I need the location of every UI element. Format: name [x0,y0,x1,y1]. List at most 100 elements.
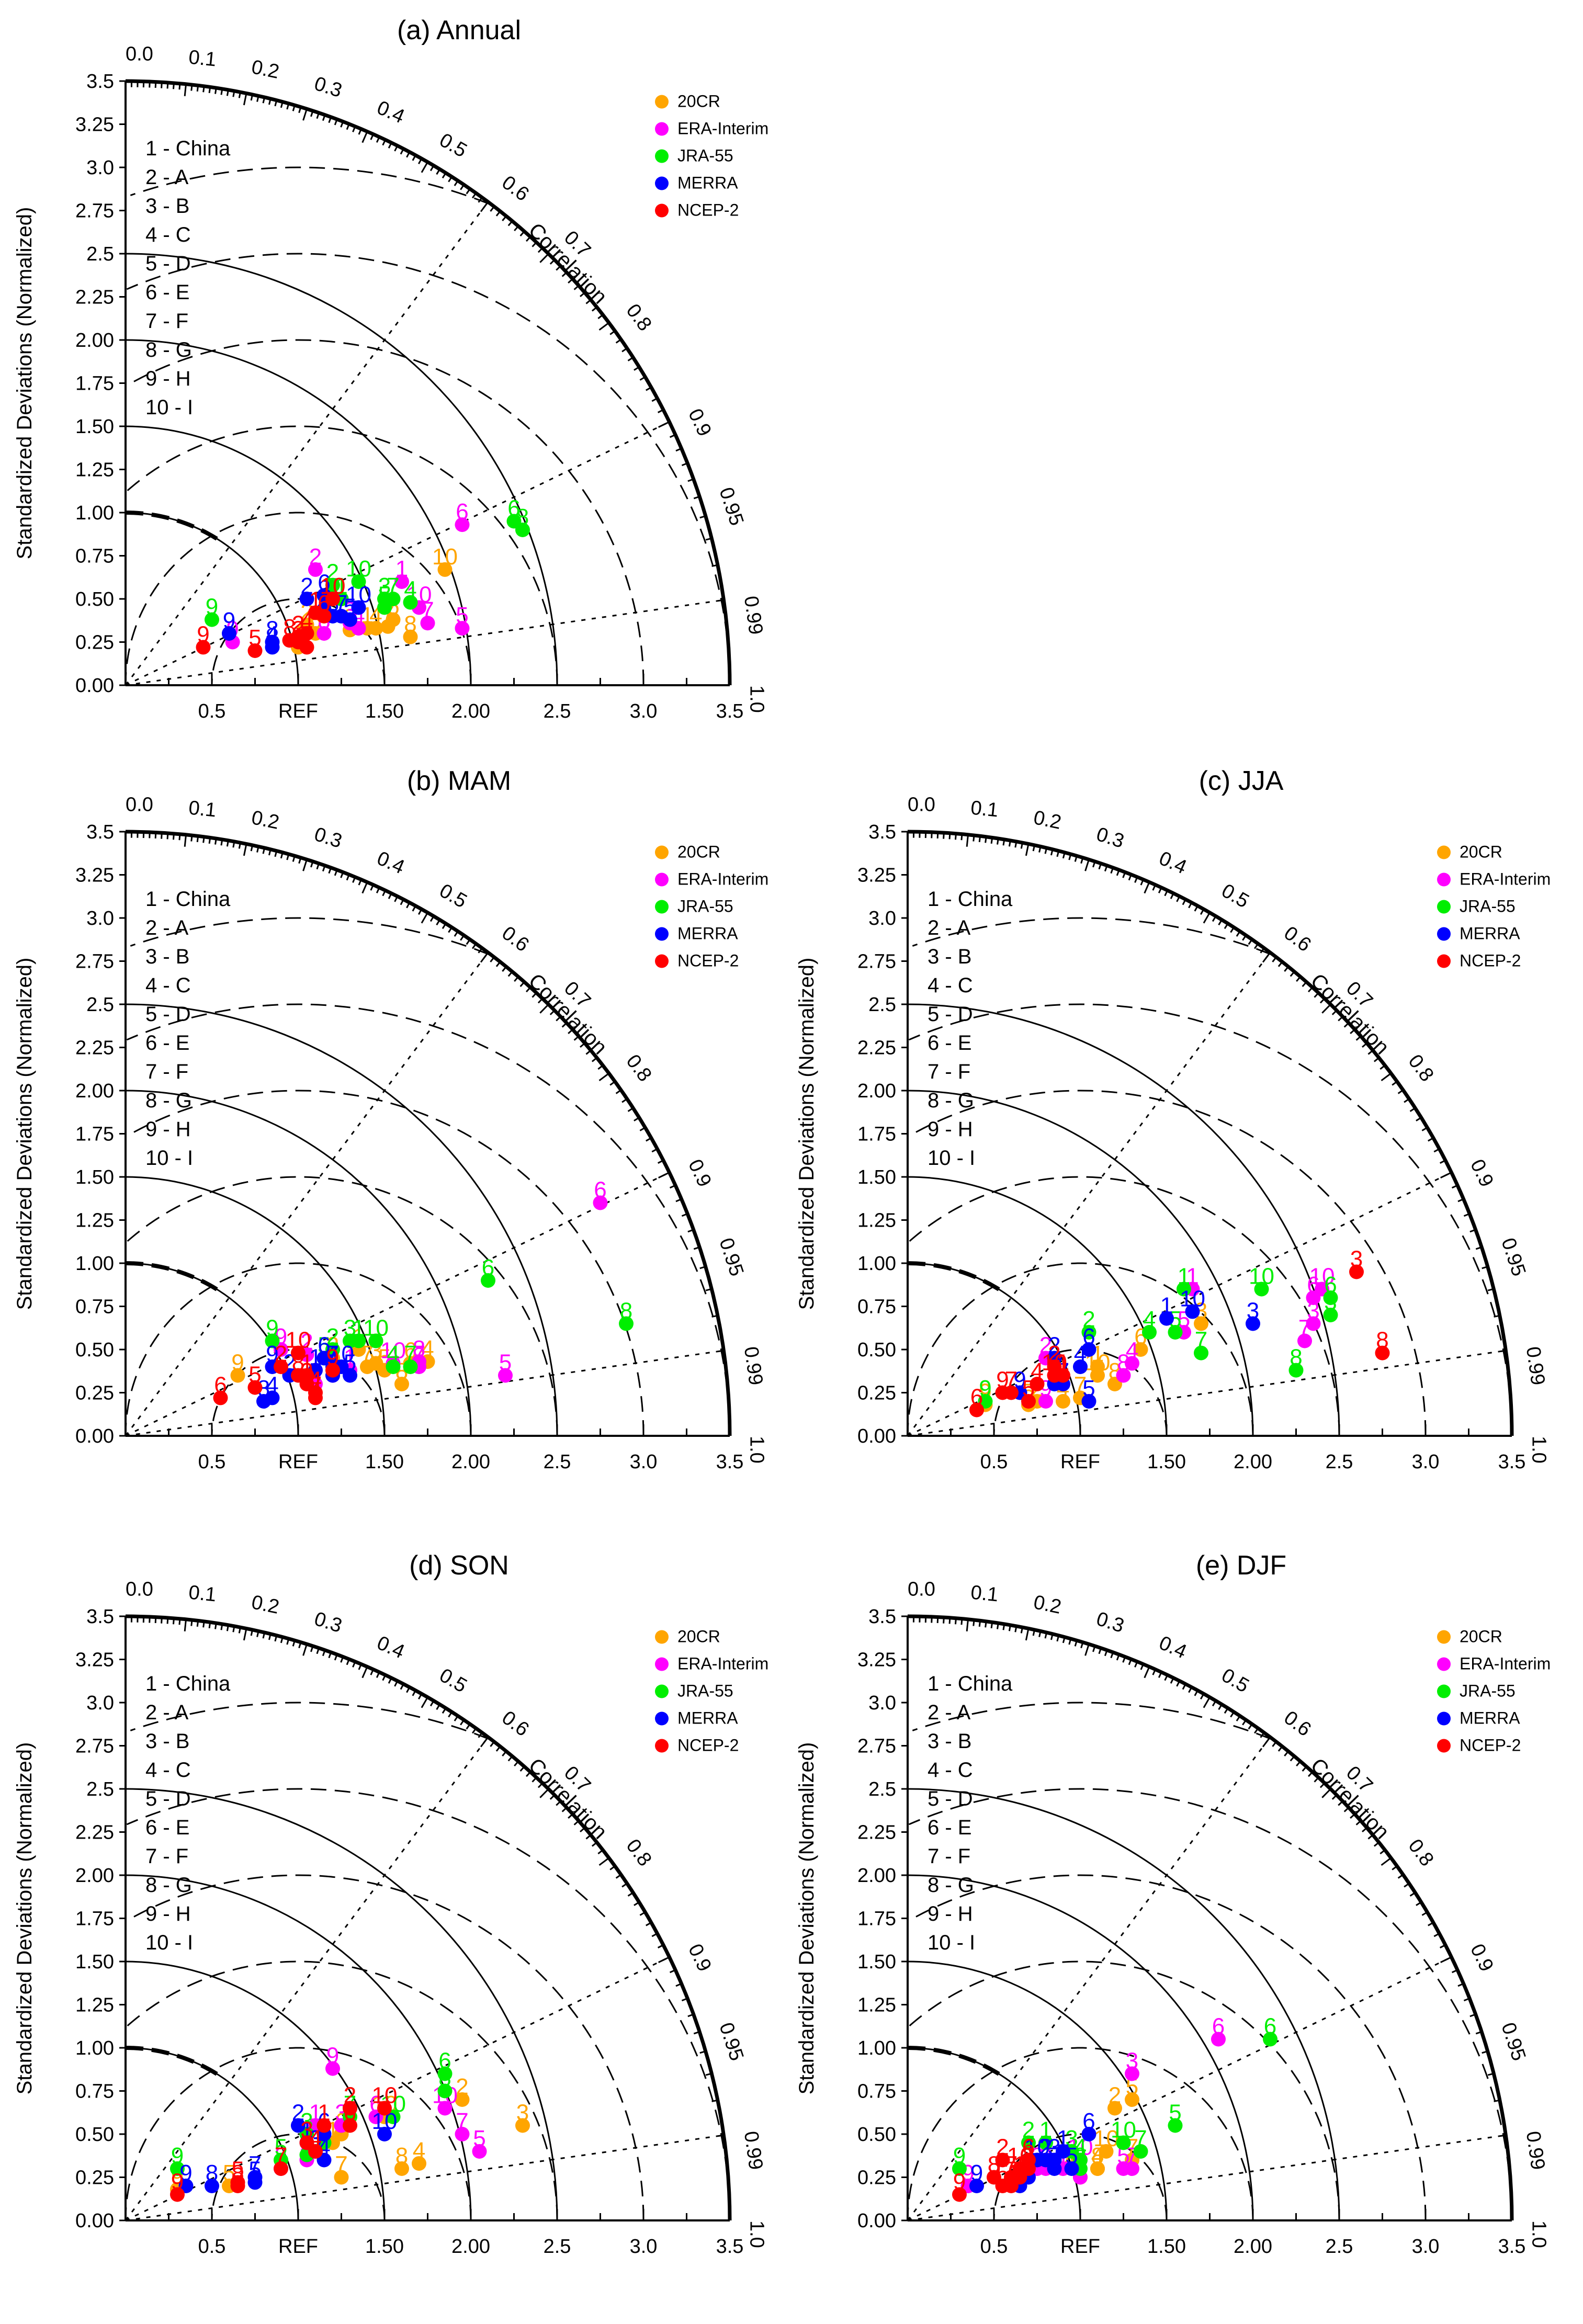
corr-tick [196,85,199,92]
corr-tick [232,841,235,848]
data-point [213,1390,228,1405]
corr-tick [352,877,356,883]
legend-label: JRA-55 [1460,897,1516,916]
x-tick-label: 2.5 [1326,1451,1353,1473]
data-point [455,2127,470,2141]
data-point [1107,2101,1122,2116]
corr-tick-label: 0.6 [1280,1707,1315,1741]
data-point-label: 9 [223,608,235,633]
corr-tick [658,421,670,428]
corr-tick [480,952,489,963]
corr-tick [184,834,187,847]
data-point [455,517,470,532]
corr-tick [310,861,314,868]
corr-tick [429,1700,435,1707]
corr-tick [1062,852,1066,859]
corr-tick-label: 0.6 [1280,922,1315,956]
x-tick-label: 0.5 [198,2236,226,2258]
data-point [334,609,349,623]
data-point [325,592,340,606]
data-point [969,1402,984,1418]
data-point [274,1359,288,1374]
corr-tick [598,1072,609,1082]
corr-tick [1044,1632,1048,1639]
corr-tick [1463,1213,1470,1217]
corr-tick [400,148,404,155]
data-point [351,600,366,615]
std-arc [125,1090,472,1436]
corr-tick [1404,1098,1410,1103]
legend-label: NCEP-2 [1460,1736,1521,1755]
corr-tick-label: 0.99 [740,1345,767,1387]
std-arc [125,1960,386,2221]
region-label: 8 - G [928,1874,974,1897]
data-point [334,2170,349,2185]
data-point [282,633,297,648]
correlation-label: Correlation [524,219,612,308]
region-label: 7 - F [145,1060,188,1083]
panel-title: (e) DJF [1196,1550,1286,1581]
region-label: 2 - A [928,916,971,939]
legend-marker [655,1630,669,1644]
panel-title: (b) MAM [407,766,511,796]
reference-arc [125,1261,218,1291]
corr-tick [238,92,241,98]
corr-tick [256,1630,259,1637]
corr-tick [436,1704,440,1710]
corr-tick [412,155,416,161]
data-point [412,2156,426,2171]
corr-tick [514,225,519,232]
data-point-label: 3 [300,2117,313,2143]
corr-tick [639,376,646,381]
corr-tick [466,939,471,945]
data-point [386,1359,401,1374]
corr-tick [340,121,344,128]
std-arc [125,253,558,686]
corr-tick [322,1650,326,1657]
data-point [1263,2032,1277,2047]
legend-label: 20CR [1460,843,1502,861]
corr-tick [495,1745,501,1752]
corr-tick-label: 0.95 [715,1235,748,1279]
legend-marker [1437,954,1451,968]
outer-arc [125,1614,732,2221]
corr-tick [1463,1998,1470,2002]
legend-label: 20CR [677,843,720,861]
data-point-label: 6 [214,1372,227,1398]
region-label: 2 - A [145,916,189,939]
corr-tick [202,1621,205,1628]
corr-tick [1144,1666,1150,1679]
corr-tick [532,242,537,247]
rms-arc [211,598,386,685]
y-tick-label: 2.5 [86,1778,114,1800]
corr-tick [262,97,266,104]
data-point [1081,1342,1096,1357]
corr-tick [591,307,597,312]
legend-marker [1437,872,1451,887]
data-point-label: 6 [344,2100,356,2126]
corr-tick [585,1049,592,1055]
corr-tick [519,981,525,987]
region-label: 2 - A [145,166,189,189]
x-tick-label: 2.5 [544,2236,571,2258]
corr-tick [1236,931,1241,937]
corr-tick-label: 0.95 [715,485,748,528]
y-tick-label: 1.25 [857,1994,896,2016]
std-arc [907,1960,1168,2221]
corr-tick [621,1883,628,1888]
region-label: 10 - I [928,1931,975,1954]
corr-tick [556,1016,561,1022]
corr-tick [178,1618,181,1625]
data-point [1038,2135,1053,2150]
corr-tick [1218,1704,1223,1710]
data-point-label: 6 [1022,2135,1035,2160]
taylor-panel: 0.000.250.500.751.001.251.501.752.002.25… [795,766,1551,1473]
region-label: 9 - H [145,1118,191,1141]
corr-tick [556,1800,561,1806]
x-tick-label: 3.5 [716,1451,744,1473]
corr-tick-label: 0.2 [250,56,281,83]
data-point-label: 10 [363,1316,389,1341]
y-tick-label: 2.5 [86,243,114,265]
corr-tick [243,1628,247,1641]
corr-tick-label: 0.4 [1156,1632,1190,1663]
